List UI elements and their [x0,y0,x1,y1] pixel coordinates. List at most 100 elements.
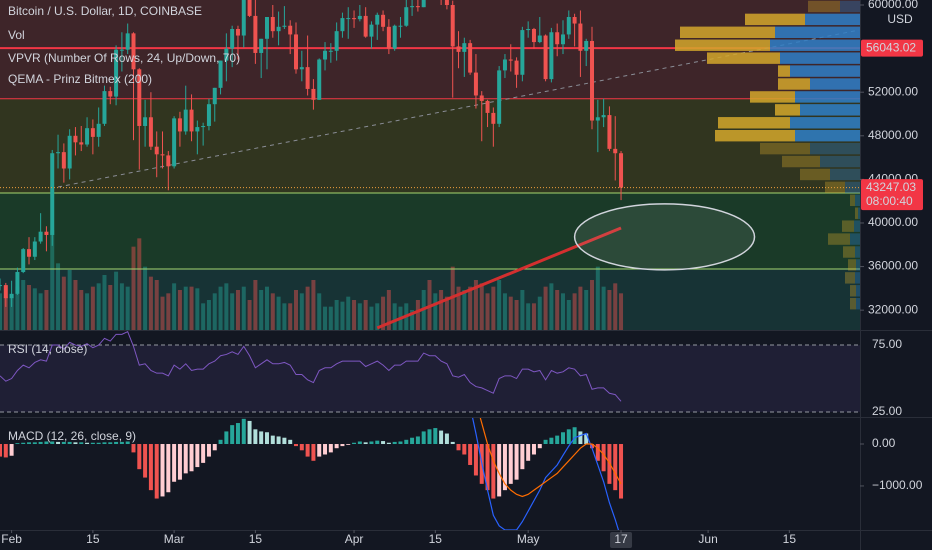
macd-histogram-bar [584,433,589,445]
candle-body [317,59,322,100]
macd-histogram-bar [514,444,519,480]
macd-histogram-bar [404,439,409,445]
y-tick-label: 40000.00 [868,215,918,229]
volume-bar [61,276,66,330]
candle-body [357,15,362,20]
vpvr-down [842,220,854,232]
volume-bar [67,270,72,330]
candle-body [56,152,61,154]
vpvr-up [770,39,860,51]
vpvr-down [750,91,795,103]
macd-histogram-bar [183,444,188,474]
candle-body [526,28,531,31]
volume-bar [473,280,478,330]
vpvr-up [855,194,860,207]
macd-tick-label: −1000.00 [872,478,923,492]
vpvr-up [840,0,860,13]
vpvr-down [800,168,830,181]
candle-body [189,109,194,132]
macd-histogram-bar [259,431,264,445]
candle-body [270,17,275,32]
candle-body [44,231,49,235]
candle-body [485,100,490,113]
volume-bar [392,303,397,330]
volume-bar [555,290,560,330]
volume-bar [560,293,565,330]
price-zone [0,268,860,330]
volume-bar [137,238,142,330]
volume-bar [334,300,339,330]
macd-histogram-bar [241,418,246,445]
candle-body [235,28,240,36]
vpvr-up [854,220,860,232]
price-tag [861,39,923,57]
macd-histogram-bar [398,441,403,445]
candle-body [67,135,72,169]
macd-histogram-bar [444,433,449,445]
volume-bar [183,286,188,330]
volume-bar [143,266,148,330]
volume-bar [264,286,269,330]
candle-body [247,0,252,16]
macd-histogram-bar [572,427,577,445]
vpvr-down [845,272,855,284]
macd-histogram-bar [560,432,565,445]
candle-body [137,69,142,126]
price-tag-label: 43247.03 [866,180,916,194]
macd-histogram-bar [247,420,252,445]
macd-histogram-bar [230,425,235,445]
volume-bar [578,286,583,330]
x-tick-label: May [517,532,540,546]
candle-body [613,148,618,154]
macd-histogram-bar [206,444,211,457]
candle-body [177,118,182,132]
volume-bar [357,303,362,330]
volume-bar [294,290,299,330]
x-tick-label: Feb [1,532,22,546]
macd-histogram-bar [96,442,101,445]
vpvr-up [855,246,860,258]
macd-histogram-bar [0,444,2,457]
candle-body [328,50,333,52]
candle-body [595,117,600,121]
volume-bar [328,306,333,330]
volume-bar [189,286,194,330]
volume-bar [212,293,217,330]
candle-body [386,26,391,49]
candle-body [543,35,548,80]
candle-body [166,155,171,167]
candle-body [578,23,583,51]
vpvr-down [775,104,800,116]
candle-body [537,35,542,43]
macd-histogram-bar [537,444,542,449]
vpvr-up [805,13,860,26]
volume-bar [584,290,589,330]
candle-body [38,231,43,242]
volume-bar [531,303,536,330]
legend: Bitcoin / U.S. Dollar, 1D, COINBASE Vol … [8,4,240,443]
macd-histogram-bar [508,444,513,484]
macd-histogram-bar [9,444,14,456]
volume-bar [415,300,420,330]
macd-histogram-bar [264,432,269,445]
macd-histogram-bar [166,444,171,493]
vpvr-down [843,246,855,258]
candle-body [381,14,386,27]
vpvr-down [850,285,856,297]
x-tick-label: 15 [429,532,443,546]
volume-bar [317,293,322,330]
candle-body [96,123,101,137]
countdown: 08:00:40 [866,194,913,208]
candle-body [15,272,20,294]
volume-bar [543,286,548,330]
vpvr-up [820,155,860,168]
macd-histogram-bar [79,442,84,445]
currency: USD [887,12,913,26]
vpvr-up [855,272,860,284]
vpvr-up [850,233,860,245]
price-pane [0,0,860,330]
candle-body [590,40,595,121]
volume-bar [299,293,304,330]
y-tick-label: 60000.00 [868,0,918,11]
